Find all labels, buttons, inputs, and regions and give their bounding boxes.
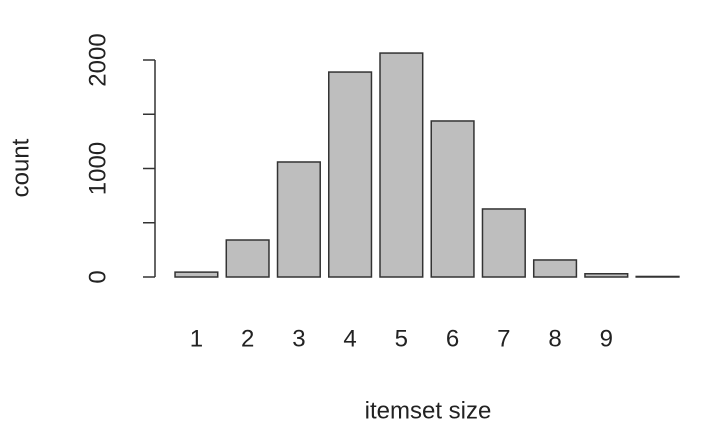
bar [481,208,526,278]
bar [379,52,424,278]
x-tick-label: 6 [446,325,459,352]
y-axis-label: count [7,138,34,197]
x-tick-label: 9 [600,325,613,352]
x-tick-label: 3 [292,325,305,352]
x-tick-label: 2 [241,325,254,352]
y-tick-label: 1000 [84,142,111,195]
bar [328,71,373,278]
x-tick-label: 1 [190,325,203,352]
bar [276,161,321,278]
x-axis-label: itemset size [365,397,492,424]
x-tick-label: 4 [343,325,356,352]
bar [532,259,578,278]
bar [430,120,475,278]
y-tick-label: 2000 [84,33,111,86]
y-tick-label: 0 [84,270,111,283]
x-tick-label: 7 [497,325,510,352]
bar [584,272,629,278]
x-tick-label: 8 [548,325,561,352]
bar [635,275,680,278]
bar [174,271,219,278]
bar [225,239,270,278]
x-tick-label: 5 [395,325,408,352]
